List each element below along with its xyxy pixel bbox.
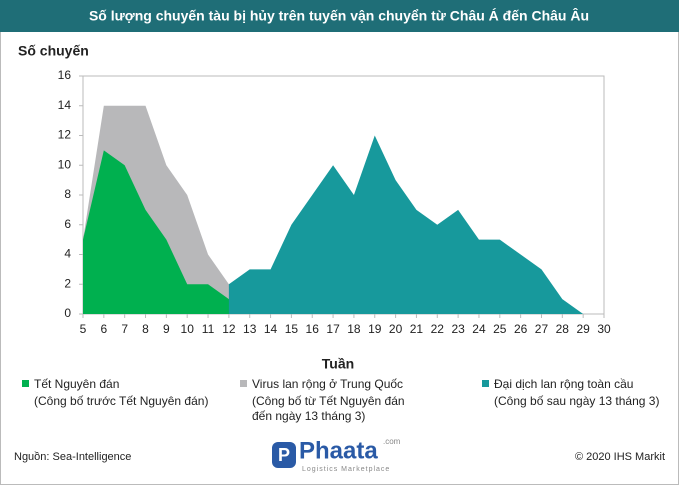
y-axis-label: Số chuyến	[18, 43, 89, 59]
x-tick-label: 15	[285, 322, 299, 336]
y-tick-label: 6	[64, 217, 71, 231]
source: Nguồn: Sea-Intelligence	[14, 451, 131, 463]
legend-note: (Công bố từ Tết Nguyên đán	[252, 394, 405, 408]
y-tick-label: 12	[58, 128, 72, 142]
legend-label: Đại dịch lan rộng toàn cầu	[494, 377, 633, 391]
x-tick-label: 20	[389, 322, 403, 336]
x-tick-label: 7	[121, 322, 128, 336]
x-tick-label: 17	[326, 322, 340, 336]
x-tick-label: 25	[493, 322, 507, 336]
x-tick-label: 23	[451, 322, 465, 336]
legend-swatch	[240, 380, 247, 387]
logo-domain: .com	[383, 437, 401, 446]
x-tick-label: 8	[142, 322, 149, 336]
area	[83, 150, 292, 314]
x-tick-label: 6	[100, 322, 107, 336]
logo-tagline: Logistics Marketplace	[302, 466, 390, 473]
x-tick-label: 18	[347, 322, 361, 336]
legend-swatch	[482, 380, 489, 387]
chart-title: Số lượng chuyến tàu bị hủy trên tuyến vậ…	[89, 7, 589, 24]
legend-note: (Công bố trước Tết Nguyên đán)	[34, 394, 208, 408]
x-tick-label: 27	[535, 322, 549, 336]
y-tick-label: 14	[58, 98, 72, 112]
y-tick-label: 16	[58, 68, 72, 82]
y-tick-label: 2	[64, 276, 71, 290]
x-tick-label: 30	[597, 322, 611, 336]
x-tick-label: 5	[80, 322, 87, 336]
x-tick-label: 11	[202, 322, 215, 336]
x-tick-label: 29	[576, 322, 590, 336]
x-tick-label: 13	[243, 322, 257, 336]
x-tick-label: 24	[472, 322, 486, 336]
x-tick-label: 21	[410, 322, 424, 336]
legend-swatch	[22, 380, 29, 387]
y-tick-label: 10	[58, 157, 72, 171]
legend-label: Tết Nguyên đán	[34, 377, 119, 391]
x-tick-label: 14	[264, 322, 278, 336]
x-tick-label: 16	[306, 322, 320, 336]
legend-label: Virus lan rộng ở Trung Quốc	[252, 377, 403, 391]
legend-note: đến ngày 13 tháng 3)	[252, 409, 365, 423]
title-bar	[0, 0, 679, 32]
x-tick-label: 12	[222, 322, 236, 336]
logo-name: Phaata	[299, 437, 378, 464]
x-tick-label: 10	[181, 322, 195, 336]
x-tick-label: 9	[163, 322, 170, 336]
x-tick-label: 26	[514, 322, 528, 336]
y-tick-label: 4	[64, 247, 71, 261]
copyright: © 2020 IHS Markit	[575, 451, 665, 463]
x-tick-label: 22	[431, 322, 445, 336]
logo-icon	[272, 442, 296, 468]
x-tick-label: 28	[556, 322, 570, 336]
y-tick-label: 8	[64, 187, 71, 201]
logo-icon-letter: P	[278, 445, 290, 465]
y-tick-label: 0	[64, 306, 71, 320]
x-axis-label: Tuần	[322, 356, 354, 372]
x-tick-label: 19	[368, 322, 382, 336]
area	[228, 135, 604, 314]
legend-note: (Công bố sau ngày 13 tháng 3)	[494, 394, 659, 408]
